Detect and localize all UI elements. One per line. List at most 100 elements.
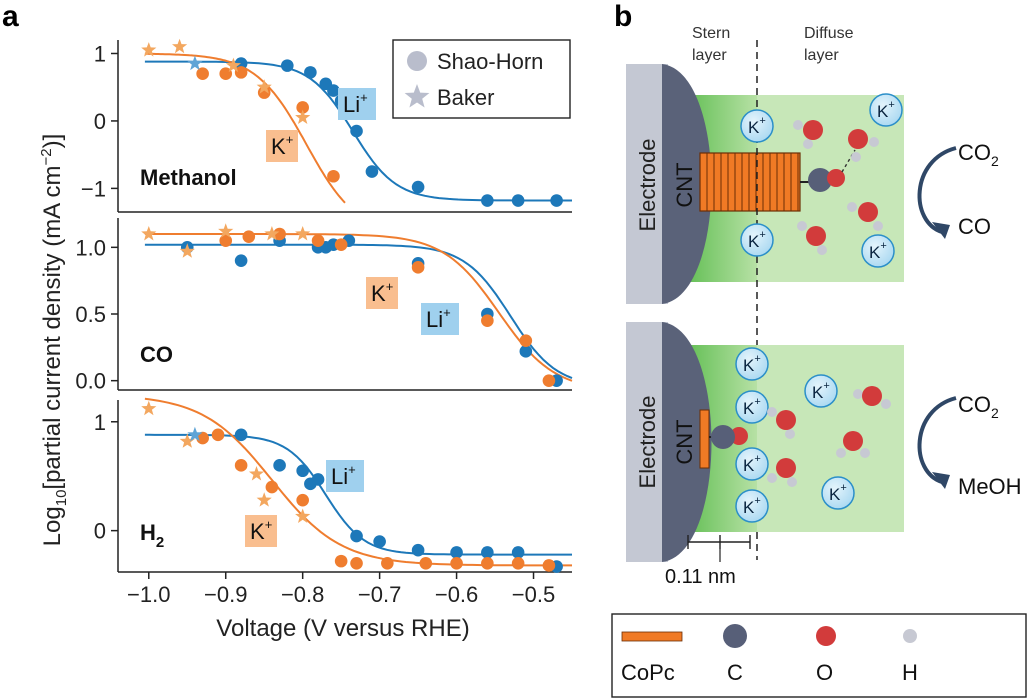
hydrogen-atom [767,473,777,483]
hydrogen-atom [851,152,861,162]
ion-badge [338,88,376,120]
hydrogen-atom [860,448,870,458]
hydrogen-atom [847,202,857,212]
cnt-body [662,64,712,304]
hydrogen-atom [881,399,891,409]
hydrogen-atom [869,137,879,147]
potassium-ion-label: K+ [812,380,830,402]
data-point [481,314,494,327]
potassium-ion-icon [735,489,769,523]
oxygen-legend-label: O [816,660,833,685]
data-point-star [187,426,203,442]
data-point [234,254,248,267]
co-panel: 1.0 0.5 0.0 K+ Li+ CO [75,218,573,394]
oxygen-atom [776,458,796,478]
data-point-star [295,109,311,124]
hydrogen-legend-swatch [903,629,917,643]
co2-to-co-arrow [917,146,957,239]
methanol-panel: 1 0 −1 Li+ K+ Methanol [81,38,572,213]
data-point [219,234,233,247]
data-point-star [172,38,188,54]
cnt-label-2: CNT [672,419,697,464]
distance-label: 0.11 nm [665,566,736,588]
fit-curve [144,233,573,382]
copc-flat-icon [699,409,710,469]
ion-badge-label: Li+ [426,305,451,332]
data-point-star [225,57,241,73]
hydrogen-atom [873,221,883,231]
data-point [511,556,525,570]
fit-curve [144,243,573,380]
x-tick-label: −0.7 [358,582,401,607]
stern-label-2: layer [692,47,727,64]
data-point [234,66,248,79]
y-tick-label: −1 [81,176,106,201]
y-tick-label: 0 [94,109,106,134]
y-tick-label: 0.0 [75,369,106,394]
data-point [296,101,309,114]
oxygen-atom [803,120,823,140]
x-tick-label: −1.0 [127,582,170,607]
data-point [381,556,394,570]
copc-legend-swatch [621,631,683,642]
oxygen-atom [730,427,748,445]
data-point [334,238,348,251]
electrode-label-2: Electrode [635,396,660,489]
potassium-ion-label: K+ [748,115,766,137]
hydrogen-bond [841,149,856,173]
copc-legend-label: CoPc [621,660,675,685]
chart-legend: Shao-Horn Baker [392,39,571,119]
diffuse-label-2: layer [804,47,839,64]
legend-baker: Baker [437,85,494,110]
data-point-star [295,226,311,241]
ion-badge-label: K+ [371,279,393,306]
potassium-ion-label: K+ [743,353,761,375]
x-axis-title: Voltage (V versus RHE) [216,615,469,642]
data-point-star [179,243,195,258]
oxygen-atom [858,202,878,222]
data-point-star [248,466,265,481]
data-point-star [179,433,195,448]
data-point [411,543,425,557]
data-point-star [141,226,157,241]
data-point [511,194,525,207]
potassium-ion-icon [735,347,769,381]
data-point [196,431,209,445]
panel-letter-a: a [2,0,19,33]
data-point-star [218,223,234,238]
data-point-star [141,400,157,416]
y-tick-label: 1 [94,41,106,66]
ion-badge [266,130,298,162]
potassium-ion-icon [821,476,855,510]
data-point [273,459,286,472]
co2-label-bottom: CO2 [958,392,999,421]
potassium-ion-icon [861,234,895,268]
ion-badge-label: K+ [250,517,272,544]
data-point [542,374,556,387]
electrode-block-2 [626,322,668,562]
ion-badge-label: K+ [271,132,293,159]
oxygen-atom [806,226,826,246]
data-point [481,194,494,207]
potassium-ion-label: K+ [748,229,766,251]
hydrogen-atom [797,221,807,231]
ion-badge-label: Li+ [331,462,356,489]
data-point [273,227,286,241]
y-tick-label: 1.0 [75,235,106,260]
hydrogen-atom [787,477,797,487]
data-point [234,428,248,442]
data-point [196,67,209,81]
potassium-ion-icon [735,447,769,481]
x-tick-label: −0.5 [512,582,555,607]
y-tick-label: 0.5 [75,302,106,327]
electrode-block [626,64,668,304]
data-point [350,124,363,138]
potassium-ion-label: K+ [829,482,847,504]
ion-badge [421,303,459,335]
oxygen-legend-swatch [816,626,836,646]
x-tick-label: −0.6 [435,582,478,607]
data-point [550,194,563,207]
hydrogen-atom [785,429,795,439]
ion-badge [366,277,398,309]
carbon-legend-label: C [727,660,743,685]
